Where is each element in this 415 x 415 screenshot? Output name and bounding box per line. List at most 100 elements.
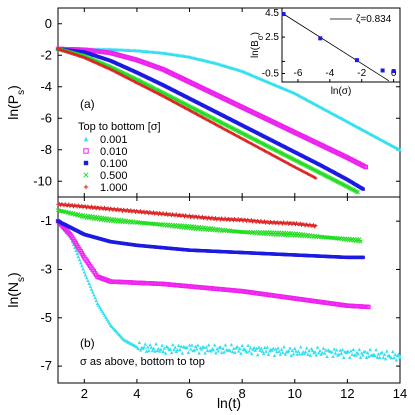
data-point — [291, 352, 296, 356]
data-point — [257, 345, 261, 349]
legend-marker — [83, 172, 89, 178]
data-point — [392, 355, 396, 360]
data-point — [303, 349, 308, 354]
data-point — [178, 347, 182, 352]
data-point — [80, 264, 84, 268]
data-point — [228, 348, 232, 353]
x-tick-label: 14 — [393, 386, 407, 401]
inset-fit-label: ζ=0.834 — [356, 14, 392, 25]
series-0.100 — [56, 219, 365, 260]
data-point — [350, 352, 354, 356]
y-tick-label: -1 — [40, 213, 52, 228]
legend-label: 1.000 — [100, 182, 128, 194]
data-point — [389, 356, 394, 360]
data-point — [332, 347, 336, 351]
data-point — [300, 351, 304, 356]
data-point — [264, 349, 268, 353]
legend-label: 0.010 — [100, 146, 128, 158]
data-point — [361, 187, 365, 191]
data-point — [281, 350, 285, 355]
data-point — [270, 348, 274, 352]
data-point — [297, 352, 302, 356]
data-point — [314, 353, 318, 357]
data-point — [192, 348, 197, 352]
data-point — [362, 164, 367, 169]
data-point — [381, 355, 385, 359]
data-point — [99, 307, 103, 311]
data-point — [393, 352, 397, 357]
inset-y-label-main: ln(B — [250, 40, 261, 58]
x-axis-label: ln(t) — [217, 395, 241, 411]
series-0.010 — [55, 218, 371, 310]
data-point — [356, 352, 360, 356]
data-point — [276, 346, 280, 350]
y-tick-label: -3 — [40, 261, 52, 276]
data-point — [254, 346, 259, 351]
data-point — [397, 352, 401, 356]
data-point — [185, 345, 189, 350]
data-point — [305, 346, 309, 350]
data-point — [361, 255, 365, 260]
data-point — [391, 349, 395, 354]
data-point — [215, 347, 219, 351]
data-point — [318, 348, 322, 353]
data-point — [142, 345, 146, 349]
data-point — [259, 346, 263, 350]
y-tick-label: 0 — [45, 16, 52, 31]
data-point — [358, 239, 363, 244]
data-point — [361, 353, 365, 357]
data-point — [94, 298, 98, 303]
data-point — [138, 348, 143, 352]
data-point — [190, 343, 194, 347]
data-point — [213, 216, 218, 220]
data-point — [163, 351, 168, 355]
data-point — [214, 351, 218, 355]
data-point — [314, 223, 318, 228]
data-point — [92, 293, 96, 297]
data-point — [368, 347, 372, 352]
data-point — [209, 349, 213, 353]
data-point — [137, 340, 142, 345]
data-point — [212, 343, 217, 347]
data-point — [193, 344, 198, 348]
data-point — [333, 351, 338, 355]
data-point — [107, 321, 112, 325]
data-point — [104, 315, 108, 319]
data-point — [189, 347, 193, 351]
y-tick-label: -7 — [40, 358, 52, 373]
data-point — [339, 351, 344, 355]
inset-data-point — [380, 68, 385, 73]
inset-y-axis-label: ln(Bσ) — [250, 32, 265, 58]
data-point — [287, 349, 291, 353]
data-point — [175, 348, 180, 352]
data-point — [173, 345, 177, 349]
x-tick-label: 8 — [239, 386, 246, 401]
data-point — [311, 348, 315, 353]
data-point — [204, 345, 208, 349]
data-point — [136, 346, 140, 351]
data-point — [129, 208, 133, 212]
data-point — [93, 295, 97, 300]
legend-label: 0.500 — [100, 170, 128, 182]
data-point — [247, 349, 252, 353]
data-point — [178, 212, 182, 217]
data-point — [144, 349, 149, 353]
data-point — [363, 164, 369, 170]
data-point — [375, 355, 379, 359]
data-point — [255, 352, 260, 357]
data-point — [235, 344, 240, 349]
panel-label-a: (a) — [80, 97, 95, 111]
data-point — [374, 347, 378, 352]
legend-marker — [83, 160, 89, 166]
data-point — [238, 346, 242, 351]
data-point — [298, 221, 302, 226]
data-point — [316, 350, 321, 355]
data-point — [77, 257, 82, 262]
data-point — [223, 343, 228, 347]
data-point — [357, 237, 362, 242]
x-tick-label: 4 — [133, 386, 140, 401]
data-point — [195, 347, 199, 351]
inset-y-label-sub: σ — [256, 35, 265, 40]
inset-x-tick-label: -4 — [325, 68, 334, 79]
